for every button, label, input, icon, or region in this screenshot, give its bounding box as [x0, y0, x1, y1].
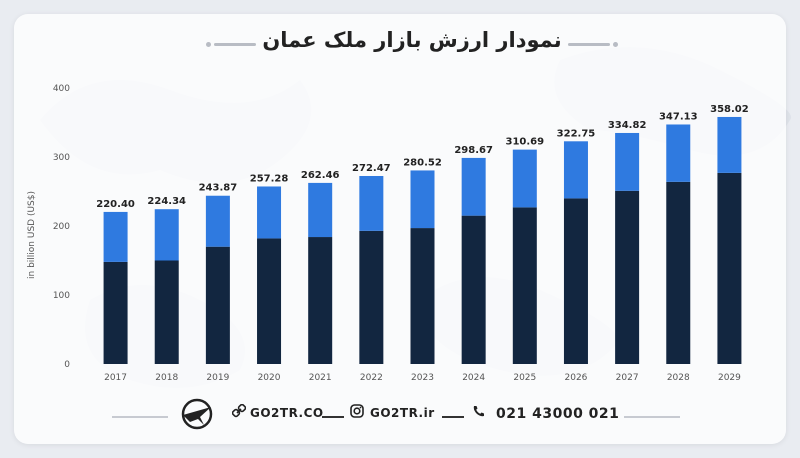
x-tick-label: 2025: [513, 373, 536, 383]
y-tick-label: 0: [64, 360, 70, 370]
data-label: 272.47: [352, 163, 391, 174]
title-line-right: [568, 43, 610, 46]
bar-segment: [359, 230, 384, 364]
bar-segment: [410, 228, 435, 364]
data-label: 257.28: [250, 173, 289, 184]
footer-line-left: [112, 416, 168, 418]
footer-site[interactable]: GO2TR.CO: [250, 406, 324, 420]
footer-phone[interactable]: 021 43000 021: [496, 406, 620, 422]
bar-segment: [103, 261, 128, 364]
bar-segment: [205, 195, 230, 247]
bar-segment: [512, 149, 537, 208]
data-label: 220.40: [96, 199, 135, 210]
phone-icon: [473, 406, 484, 417]
instagram-icon: [350, 404, 364, 418]
data-label: 298.67: [454, 145, 493, 156]
x-tick-label: 2018: [155, 373, 178, 383]
bar-segment: [308, 182, 333, 238]
data-label: 224.34: [147, 196, 186, 207]
bar-segment: [359, 175, 384, 231]
bar-segment: [154, 260, 179, 364]
bar-segment: [461, 157, 486, 216]
bar-segment: [717, 172, 742, 364]
data-label: 310.69: [506, 137, 545, 148]
x-tick-label: 2021: [309, 373, 332, 383]
y-tick-label: 100: [53, 291, 70, 301]
y-tick-label: 300: [53, 153, 70, 163]
chart-title: نمودار ارزش بازار ملک عمان: [262, 28, 562, 52]
y-tick-label: 200: [53, 222, 70, 232]
y-tick-label: 400: [53, 84, 70, 94]
x-tick-label: 2026: [565, 373, 588, 383]
bar-segment: [666, 124, 691, 182]
footer: GO2TR.CO GO2TR.ir 021 43000 021: [0, 396, 800, 432]
data-label: 358.02: [710, 104, 749, 115]
bar-segment: [563, 198, 588, 364]
bar-segment: [512, 207, 537, 364]
footer-instagram[interactable]: GO2TR.ir: [370, 406, 435, 420]
title-area: نمودار ارزش بازار ملک عمان: [0, 28, 800, 58]
x-tick-label: 2023: [411, 373, 434, 383]
bar-segment: [257, 186, 282, 239]
chart-card: [14, 14, 786, 444]
bar-segment: [103, 211, 128, 262]
bar-segment: [154, 209, 179, 261]
x-tick-label: 2019: [206, 373, 229, 383]
bar-segment: [615, 132, 640, 191]
x-tick-label: 2028: [667, 373, 690, 383]
x-tick-label: 2024: [462, 373, 485, 383]
x-tick-label: 2029: [718, 373, 741, 383]
data-label: 280.52: [403, 157, 442, 168]
x-tick-label: 2022: [360, 373, 383, 383]
title-dot-left: [206, 42, 211, 47]
bar-segment: [563, 141, 588, 199]
footer-line-right: [624, 416, 680, 418]
link-icon: [232, 404, 246, 418]
footer-sep-2: [442, 416, 464, 418]
bar-segment: [461, 215, 486, 364]
data-label: 243.87: [199, 183, 238, 194]
x-tick-label: 2027: [616, 373, 639, 383]
plane-logo-icon: [181, 398, 213, 430]
data-label: 322.75: [557, 128, 596, 139]
x-tick-label: 2020: [258, 373, 281, 383]
bar-segment: [717, 116, 742, 173]
data-label: 347.13: [659, 111, 698, 122]
data-label: 262.46: [301, 170, 340, 181]
bar-segment: [666, 181, 691, 364]
title-dot-right: [613, 42, 618, 47]
data-label: 334.82: [608, 120, 647, 131]
bar-segment: [410, 170, 435, 229]
x-tick-label: 2017: [104, 373, 127, 383]
footer-sep-1: [322, 416, 344, 418]
bar-segment: [257, 238, 282, 364]
bar-segment: [205, 246, 230, 364]
title-line-left: [214, 43, 256, 46]
bar-segment: [308, 237, 333, 364]
bar-segment: [615, 190, 640, 364]
